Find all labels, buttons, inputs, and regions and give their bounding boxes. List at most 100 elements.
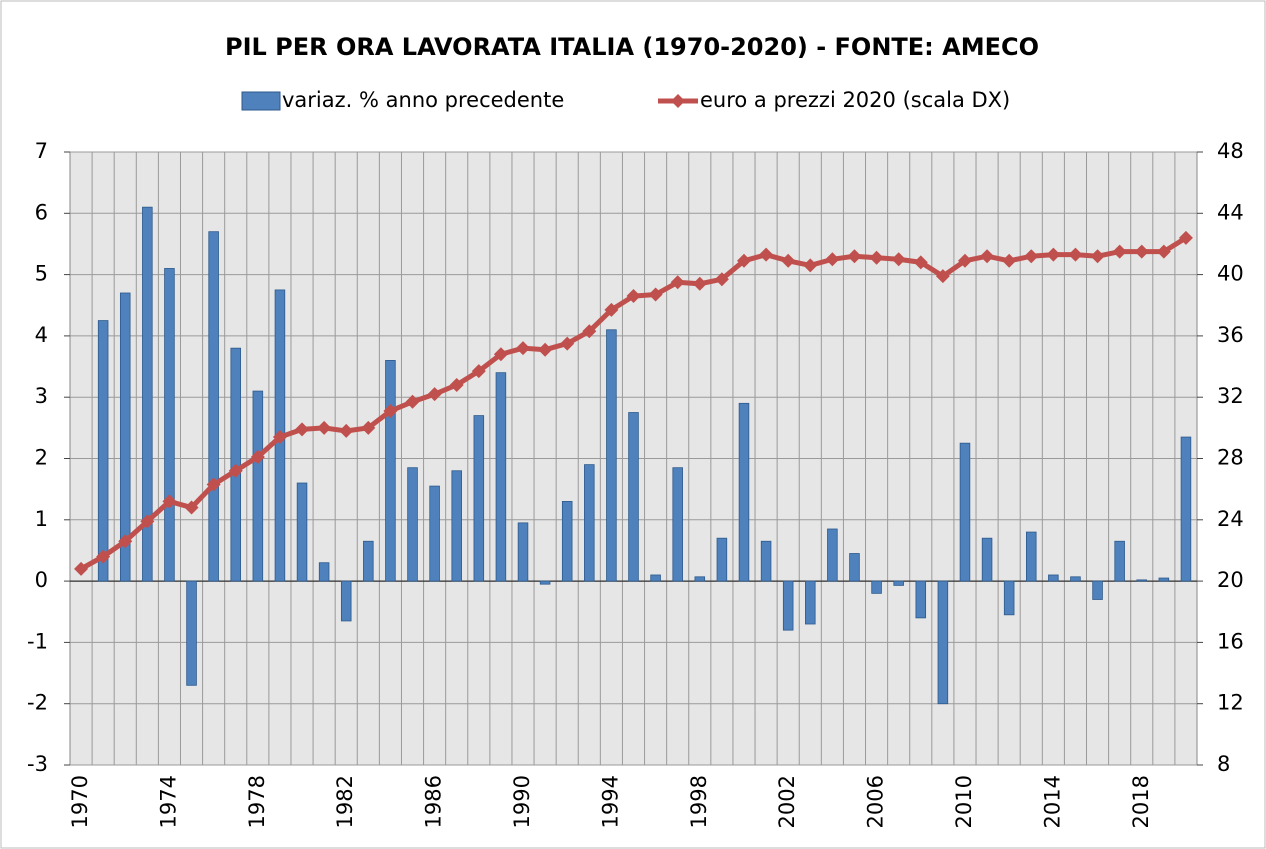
line-marker	[560, 336, 575, 351]
bar	[672, 467, 683, 582]
x-tick-label: 1974	[156, 775, 180, 828]
line-marker	[228, 463, 243, 478]
line-marker	[96, 549, 111, 564]
line-marker	[1046, 247, 1061, 262]
bar	[451, 470, 462, 582]
y2-tick-label: 28	[1217, 446, 1244, 470]
y-tick-label: -2	[27, 691, 48, 715]
bar	[318, 562, 330, 582]
legend-label: variaz. % anno precedente	[282, 88, 564, 112]
bar	[208, 231, 219, 582]
line-marker	[493, 347, 508, 362]
bar	[628, 412, 639, 582]
legend-swatch	[241, 91, 281, 111]
bar	[1003, 580, 1015, 616]
bar	[473, 415, 485, 582]
y2-tick-label: 8	[1217, 752, 1230, 776]
line-marker	[184, 500, 199, 515]
line-marker	[295, 422, 310, 437]
y-tick-label: 7	[35, 139, 48, 163]
x-tick-label: 1970	[68, 775, 92, 828]
line-marker	[714, 272, 729, 287]
bar	[561, 501, 573, 582]
line-marker	[74, 561, 89, 576]
line-marker	[1134, 244, 1149, 259]
bar	[1092, 580, 1103, 600]
bar	[981, 537, 993, 582]
line-marker	[516, 341, 531, 356]
line-marker	[891, 252, 906, 267]
bar	[1180, 436, 1192, 582]
bar	[517, 522, 529, 582]
line-marker	[582, 324, 597, 339]
bar	[1158, 577, 1170, 582]
bar	[716, 537, 728, 582]
bar	[97, 320, 109, 582]
legend-swatch	[671, 94, 685, 108]
line-marker	[1068, 247, 1083, 262]
y-tick-label: 6	[35, 200, 48, 224]
line-marker	[339, 423, 354, 438]
y-tick-label: 2	[35, 446, 48, 470]
bar	[119, 292, 131, 582]
bar	[827, 528, 838, 582]
y2-tick-label: 48	[1217, 139, 1244, 163]
line-marker	[1024, 249, 1039, 264]
line-marker	[361, 420, 376, 435]
x-tick-label: 1986	[422, 775, 446, 828]
line-marker	[471, 364, 486, 379]
bar	[650, 574, 661, 582]
legend-label: euro a prezzi 2020 (scala DX)	[700, 88, 1010, 112]
y2-tick-label: 32	[1217, 384, 1244, 408]
bar	[1026, 531, 1037, 582]
y2-tick-label: 16	[1217, 629, 1244, 653]
x-tick-label: 2014	[1040, 775, 1064, 828]
bar	[385, 360, 396, 582]
bar	[782, 580, 794, 631]
bar	[296, 482, 308, 582]
y2-tick-label: 24	[1217, 507, 1244, 531]
line-marker	[162, 494, 177, 509]
y2-tick-label: 20	[1217, 568, 1244, 592]
x-tick-label: 1998	[687, 775, 711, 828]
y2-tick-label: 36	[1217, 323, 1244, 347]
bar	[429, 485, 440, 582]
bar	[606, 329, 617, 582]
line-marker	[1090, 249, 1105, 264]
bar	[959, 442, 971, 582]
bar	[363, 540, 374, 582]
bar	[495, 372, 507, 582]
bar	[849, 553, 860, 582]
line-marker	[405, 394, 420, 409]
bar	[893, 580, 904, 586]
line-marker	[759, 247, 774, 262]
bar	[584, 464, 595, 582]
line-marker	[140, 514, 155, 529]
bar	[1136, 579, 1148, 582]
chart-title: PIL PER ORA LAVORATA ITALIA (1970-2020) …	[225, 33, 1039, 61]
bar	[1114, 540, 1125, 582]
bar	[915, 580, 927, 619]
line-marker	[869, 250, 884, 265]
y-tick-label: 4	[35, 323, 48, 347]
line-marker	[913, 255, 928, 270]
bar	[164, 268, 175, 582]
line-marker	[272, 430, 287, 445]
y-tick-label: -1	[27, 629, 48, 653]
bar	[738, 402, 750, 582]
y-tick-label: 0	[35, 568, 48, 592]
line-marker	[206, 477, 221, 492]
bar	[1070, 576, 1081, 582]
bar	[407, 467, 418, 582]
x-tick-label: 2006	[864, 775, 888, 828]
bar	[1048, 574, 1059, 582]
x-tick-label: 1978	[245, 775, 269, 828]
y2-tick-label: 40	[1217, 262, 1244, 286]
y2-tick-label: 12	[1217, 691, 1244, 715]
line-marker	[847, 249, 862, 264]
line-marker	[670, 275, 685, 290]
y-tick-label: 5	[35, 262, 48, 286]
x-tick-label: 1982	[333, 775, 357, 828]
line-marker	[317, 420, 332, 435]
bar	[871, 580, 882, 594]
